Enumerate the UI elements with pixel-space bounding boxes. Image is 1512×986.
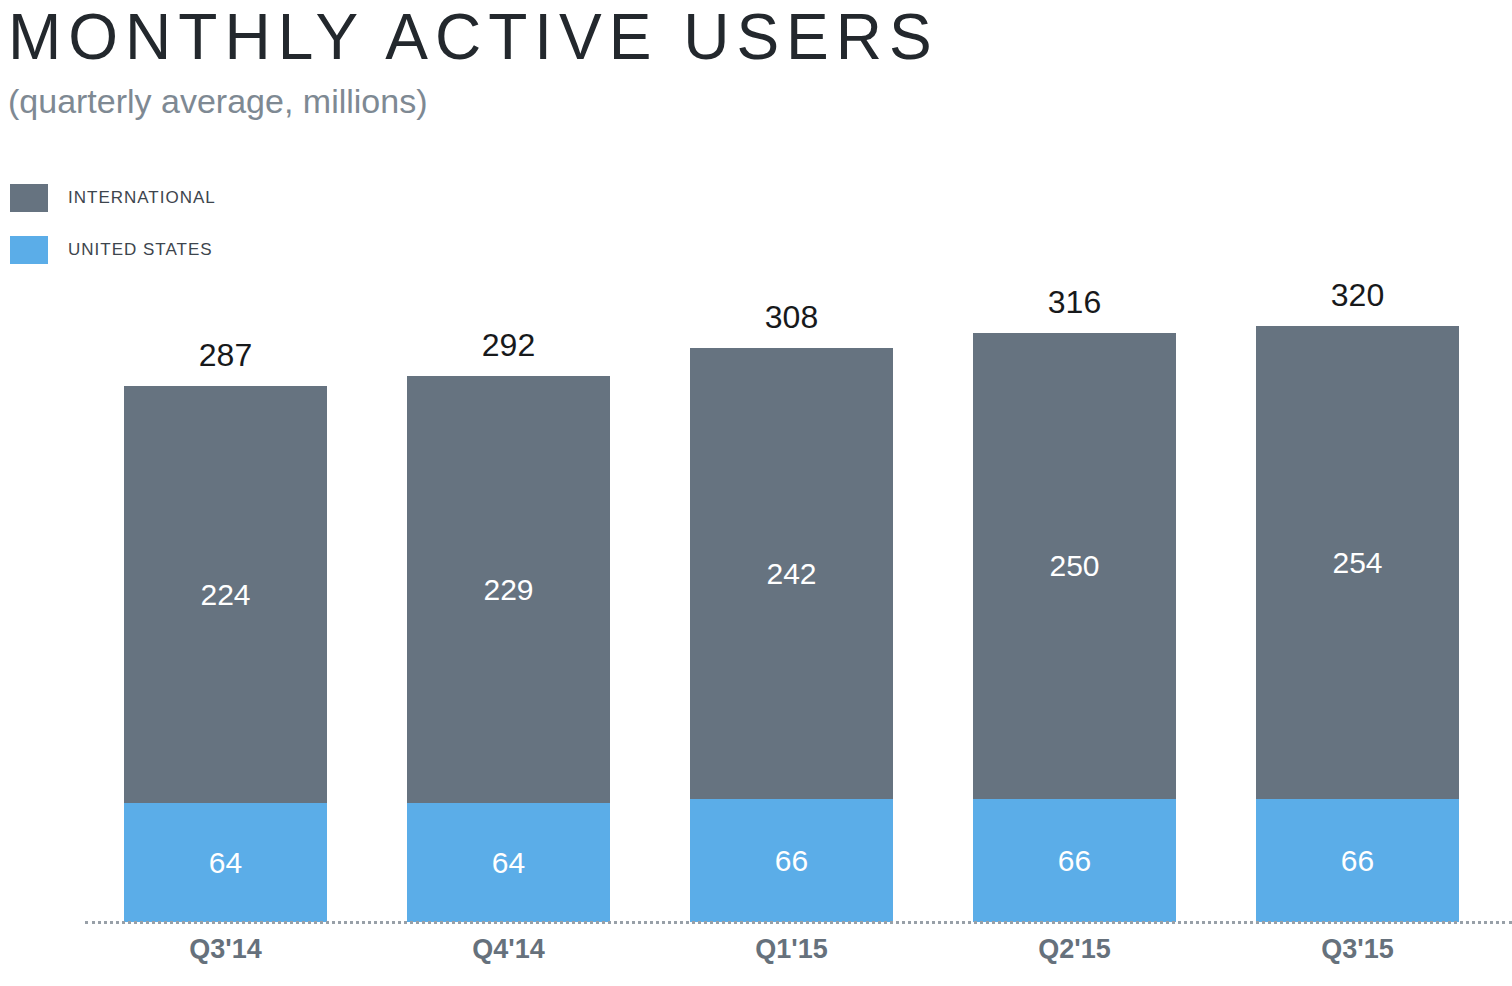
bar-segment-international: 229 (407, 376, 610, 803)
bar-segment-united-states-value: 64 (209, 846, 242, 880)
stacked-bar: 229 64 (407, 376, 610, 922)
bar-total-label: 320 (1331, 277, 1384, 314)
bar-segment-united-states: 64 (124, 803, 327, 922)
x-axis-baseline (85, 921, 1512, 924)
bar-total-label: 292 (482, 327, 535, 364)
legend-swatch-united-states-icon (10, 236, 48, 264)
bar-segment-international: 224 (124, 386, 327, 803)
x-axis-labels: Q3'14 Q4'14 Q1'15 Q2'15 Q3'15 (124, 934, 1459, 965)
bar-segment-united-states-value: 66 (1341, 844, 1374, 878)
bar-total-label: 308 (765, 299, 818, 336)
bar-segment-united-states: 66 (1256, 799, 1459, 922)
bar-segment-international: 242 (690, 348, 893, 799)
bar-total-label: 287 (199, 337, 252, 374)
bar-segment-united-states-value: 66 (1058, 844, 1091, 878)
bar-column: 287 224 64 (124, 337, 327, 922)
x-axis-label: Q1'15 (690, 934, 893, 965)
stacked-bar: 254 66 (1256, 326, 1459, 922)
stacked-bar: 250 66 (973, 333, 1176, 922)
bar-column: 308 242 66 (690, 299, 893, 922)
bar-column: 292 229 64 (407, 327, 610, 922)
bar-column: 316 250 66 (973, 284, 1176, 922)
bar-segment-united-states: 66 (973, 799, 1176, 922)
x-axis-label: Q3'14 (124, 934, 327, 965)
bar-segment-international-value: 229 (483, 573, 533, 607)
bar-segment-united-states: 64 (407, 803, 610, 922)
bar-segment-international-value: 224 (200, 578, 250, 612)
bar-segment-united-states: 66 (690, 799, 893, 922)
x-axis-label: Q4'14 (407, 934, 610, 965)
bar-segment-united-states-value: 66 (775, 844, 808, 878)
bar-segment-international-value: 254 (1332, 546, 1382, 580)
bar-segment-international: 250 (973, 333, 1176, 799)
x-axis-label: Q3'15 (1256, 934, 1459, 965)
stacked-bar: 242 66 (690, 348, 893, 922)
x-axis-label: Q2'15 (973, 934, 1176, 965)
bar-column: 320 254 66 (1256, 277, 1459, 922)
legend-swatch-international-icon (10, 184, 48, 212)
bar-segment-international-value: 242 (766, 557, 816, 591)
bar-group: 287 224 64 292 229 64 308 242 (124, 0, 1459, 922)
bar-total-label: 316 (1048, 284, 1101, 321)
bar-segment-international-value: 250 (1049, 549, 1099, 583)
chart-page: MONTHLY ACTIVE USERS (quarterly average,… (0, 0, 1512, 986)
bar-segment-international: 254 (1256, 326, 1459, 799)
stacked-bar: 224 64 (124, 386, 327, 922)
bar-segment-united-states-value: 64 (492, 846, 525, 880)
